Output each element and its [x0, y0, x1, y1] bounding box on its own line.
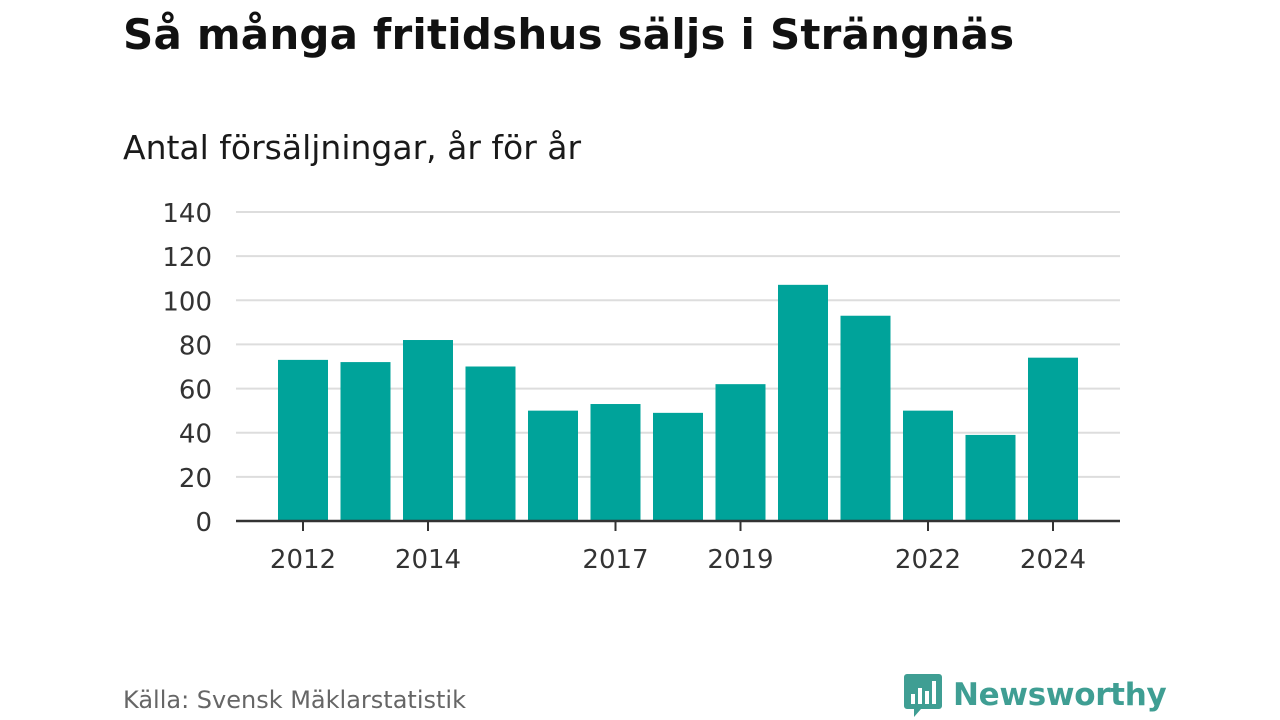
x-tick-label: 2014	[395, 545, 461, 575]
chart-title: Så många fritidshus säljs i Strängnäs	[123, 10, 1015, 59]
y-tick-label: 40	[179, 420, 212, 450]
brand-name: Newsworthy	[953, 677, 1167, 713]
y-tick-label: 60	[179, 376, 212, 406]
bar-2016	[528, 410, 578, 521]
x-tick-label: 2017	[582, 545, 648, 575]
y-tick-label: 0	[195, 508, 212, 538]
y-tick-label: 120	[162, 243, 212, 273]
bar-2020	[778, 284, 828, 521]
bar-2013	[340, 362, 391, 521]
source-note: Källa: Svensk Mäklarstatistik	[123, 686, 466, 714]
x-axis-tick-labels: 2012 2014 2017 2019 2022 2024	[270, 545, 1086, 575]
bar-2024	[1028, 357, 1078, 521]
bar-2014	[403, 340, 453, 521]
bar-2019	[715, 384, 766, 521]
y-tick-label: 100	[162, 287, 212, 317]
chart-subtitle: Antal försäljningar, år för år	[123, 128, 582, 167]
x-tick-label: 2022	[895, 545, 961, 575]
bar-2012	[278, 359, 328, 521]
newsworthy-logo-icon	[904, 674, 942, 717]
x-tick-label: 2019	[707, 545, 773, 575]
bar-2018	[653, 412, 703, 521]
y-axis-tick-labels: 0 20 40 60 80 100 120 140	[162, 199, 212, 538]
bar-2023	[965, 434, 1016, 521]
bar-2021	[840, 315, 891, 521]
bars	[278, 284, 1078, 521]
x-tick-label: 2012	[270, 545, 336, 575]
x-axis	[236, 519, 1120, 531]
bar-2015	[465, 366, 516, 521]
bar-2017	[590, 404, 641, 521]
y-tick-label: 20	[179, 464, 212, 494]
y-tick-label: 80	[179, 331, 212, 361]
bar-2022	[903, 410, 953, 521]
y-tick-label: 140	[162, 199, 212, 229]
brand-logo: Newsworthy	[903, 672, 1167, 718]
x-tick-label: 2024	[1020, 545, 1086, 575]
